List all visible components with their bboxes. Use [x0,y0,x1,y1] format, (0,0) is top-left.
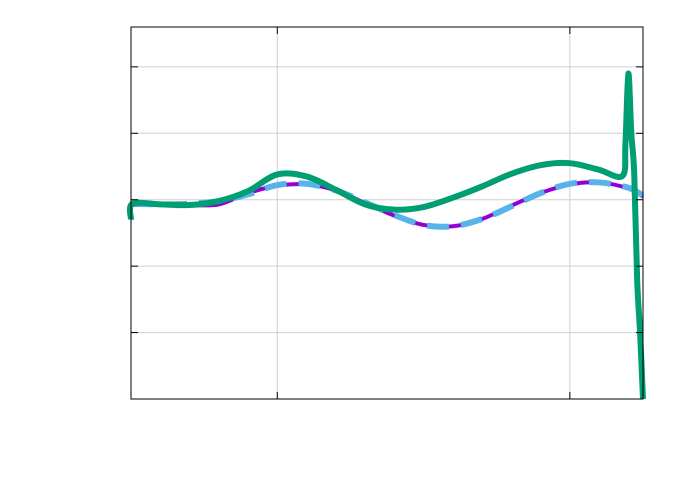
plot-frame [130,26,644,400]
grid-lines [131,27,643,399]
series-layer [126,70,646,400]
series-line-2 [126,70,646,400]
tick-marks [131,27,643,399]
